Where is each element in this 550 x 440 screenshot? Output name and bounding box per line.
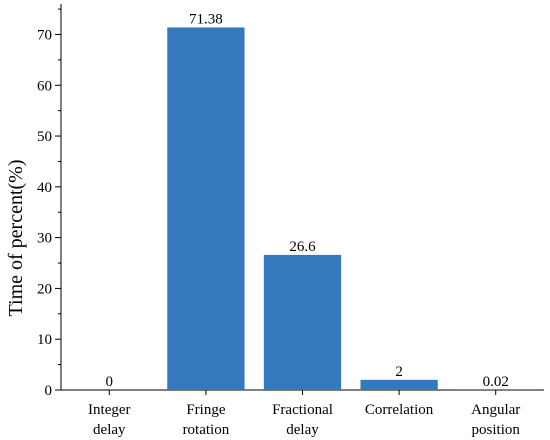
x-tick-label-1-line-1: rotation: [183, 422, 230, 438]
data-label-2: 26.6: [289, 239, 316, 255]
x-tick-label-4-line-1: position: [472, 422, 521, 438]
y-tick-label-10: 10: [37, 332, 52, 348]
bar-1: [167, 27, 245, 391]
x-tick-label-4-line-0: Angular: [471, 402, 520, 418]
x-tick-label-2-line-1: delay: [286, 422, 319, 438]
y-tick-label-60: 60: [37, 78, 52, 94]
data-label-1: 71.38: [189, 11, 223, 27]
x-tick-label-2: Fractional delay: [272, 402, 333, 438]
data-label-4: 0.02: [483, 374, 509, 390]
data-label-0: 0: [106, 374, 114, 390]
plot-area: 0 10 20 30 40 50 60 70 0 Integer delay 71.38 Fringe r…: [37, 4, 544, 438]
x-tick-label-2-line-0: Fractional: [272, 402, 333, 418]
y-tick-label-50: 50: [37, 129, 52, 145]
data-label-3: 2: [395, 364, 403, 380]
y-tick-label-40: 40: [37, 180, 52, 196]
y-tick-label-20: 20: [37, 281, 52, 297]
y-axis-title: Time of percent(%): [5, 160, 27, 317]
x-tick-label-0-line-0: Integer: [88, 402, 130, 418]
x-tick-label-3: Correlation: [365, 402, 434, 418]
y-tick-label-70: 70: [37, 27, 52, 43]
x-tick-label-1-line-0: Fringe: [186, 402, 226, 418]
x-tick-label-3-line-0: Correlation: [365, 402, 434, 418]
x-tick-label-0: Integer delay: [88, 402, 130, 438]
bar-2: [263, 254, 342, 390]
bar-3: [360, 379, 438, 390]
x-tick-label-0-line-1: delay: [93, 422, 126, 438]
y-tick-label-0: 0: [45, 383, 53, 399]
y-tick-label-30: 30: [37, 231, 52, 247]
x-tick-label-1: Fringe rotation: [183, 402, 230, 438]
x-tick-label-4: Angular position: [471, 402, 520, 438]
